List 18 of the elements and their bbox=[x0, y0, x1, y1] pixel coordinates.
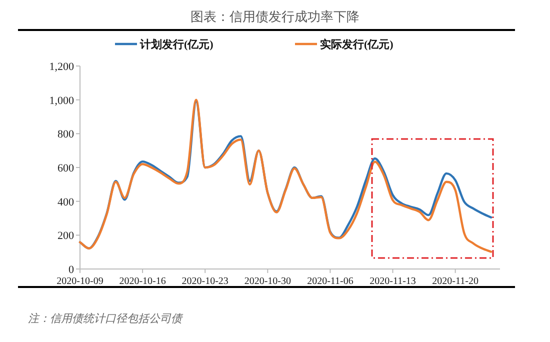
legend-label: 实际发行(亿元) bbox=[320, 38, 394, 51]
x-tick-label: 2020-11-06 bbox=[307, 276, 354, 287]
x-tick-label: 2020-10-09 bbox=[56, 276, 104, 287]
y-tick-label: 1,200 bbox=[49, 61, 74, 73]
y-tick-label: 200 bbox=[58, 230, 74, 242]
y-tick-label: 600 bbox=[58, 162, 74, 174]
x-tick-label: 2020-10-16 bbox=[119, 276, 166, 287]
y-tick-label: 400 bbox=[58, 196, 74, 208]
y-tick-label: 0 bbox=[68, 264, 74, 276]
x-tick-label: 2020-11-20 bbox=[432, 276, 478, 287]
y-tick-label: 1,000 bbox=[49, 94, 74, 107]
text: 注：信用债统计口径包括公司债 bbox=[28, 312, 184, 325]
x-tick-label: 2020-11-13 bbox=[370, 276, 416, 287]
y-tick-label: 800 bbox=[58, 128, 74, 141]
x-tick-label: 2020-10-30 bbox=[244, 276, 291, 287]
legend-label: 计划发行(亿元) bbox=[139, 38, 214, 51]
chart-title: 图表：信用债发行成功率下降 bbox=[190, 9, 360, 24]
x-tick-label: 2020-10-23 bbox=[182, 276, 228, 287]
